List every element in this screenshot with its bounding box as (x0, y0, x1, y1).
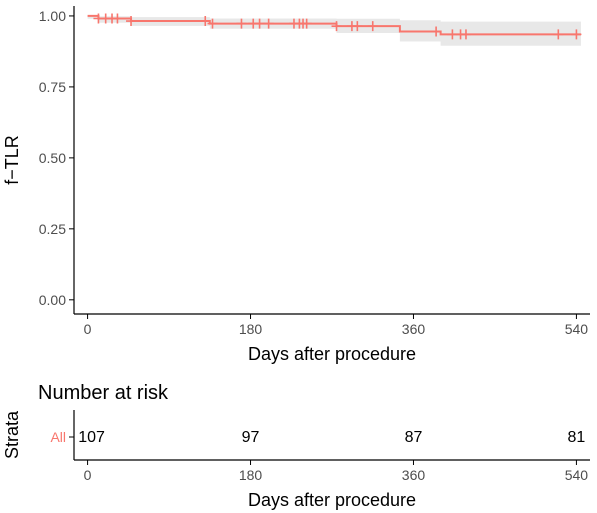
x-tick-label: 360 (402, 321, 426, 337)
censor-mark (553, 29, 564, 40)
risk-x-axis-title: Days after procedure (248, 490, 416, 510)
risk-x-tick-label: 0 (84, 467, 92, 483)
censor-mark (431, 26, 442, 37)
risk-y-axis-title: Strata (2, 410, 22, 459)
risk-count: 97 (242, 429, 260, 446)
y-tick-label: 0.75 (39, 79, 66, 95)
censor-mark (263, 18, 274, 29)
risk-x-tick-label: 540 (565, 467, 589, 483)
censor-mark (207, 18, 218, 29)
survival-plot: 0.00 0.25 0.50 0.75 1.00 0 180 360 540 Days after… (2, 6, 590, 364)
risk-count: 81 (568, 429, 586, 446)
risk-count: 87 (405, 429, 423, 446)
censor-mark (352, 21, 363, 32)
censor-mark (126, 16, 137, 27)
censor-mark (236, 18, 247, 29)
censor-mark (112, 13, 123, 24)
x-tick-label: 180 (239, 321, 263, 337)
censor-mark (460, 29, 471, 40)
risk-table-title: Number at risk (38, 382, 169, 404)
risk-count: 107 (78, 429, 105, 446)
risk-x-tick-label: 180 (239, 467, 263, 483)
censor-mark (301, 18, 312, 29)
y-tick-label: 0.00 (39, 292, 66, 308)
y-tick-label: 0.50 (39, 150, 66, 166)
x-tick-label: 540 (565, 321, 589, 337)
censor-mark (367, 21, 378, 32)
censor-mark (200, 16, 211, 27)
censor-mark (254, 18, 265, 29)
y-axis-title: f−TLR (2, 135, 22, 185)
risk-x-tick-label: 360 (402, 467, 426, 483)
x-axis-title: Days after procedure (248, 344, 416, 364)
risk-row-label: All (50, 429, 66, 445)
risk-table: Number at risk All Strata 107 0 97 180 87 360 81 5… (2, 382, 590, 510)
y-tick-label: 1.00 (39, 8, 66, 24)
censor-mark (571, 29, 582, 40)
x-tick-label: 0 (84, 321, 92, 337)
censor-mark (331, 21, 342, 32)
y-tick-label: 0.25 (39, 221, 66, 237)
